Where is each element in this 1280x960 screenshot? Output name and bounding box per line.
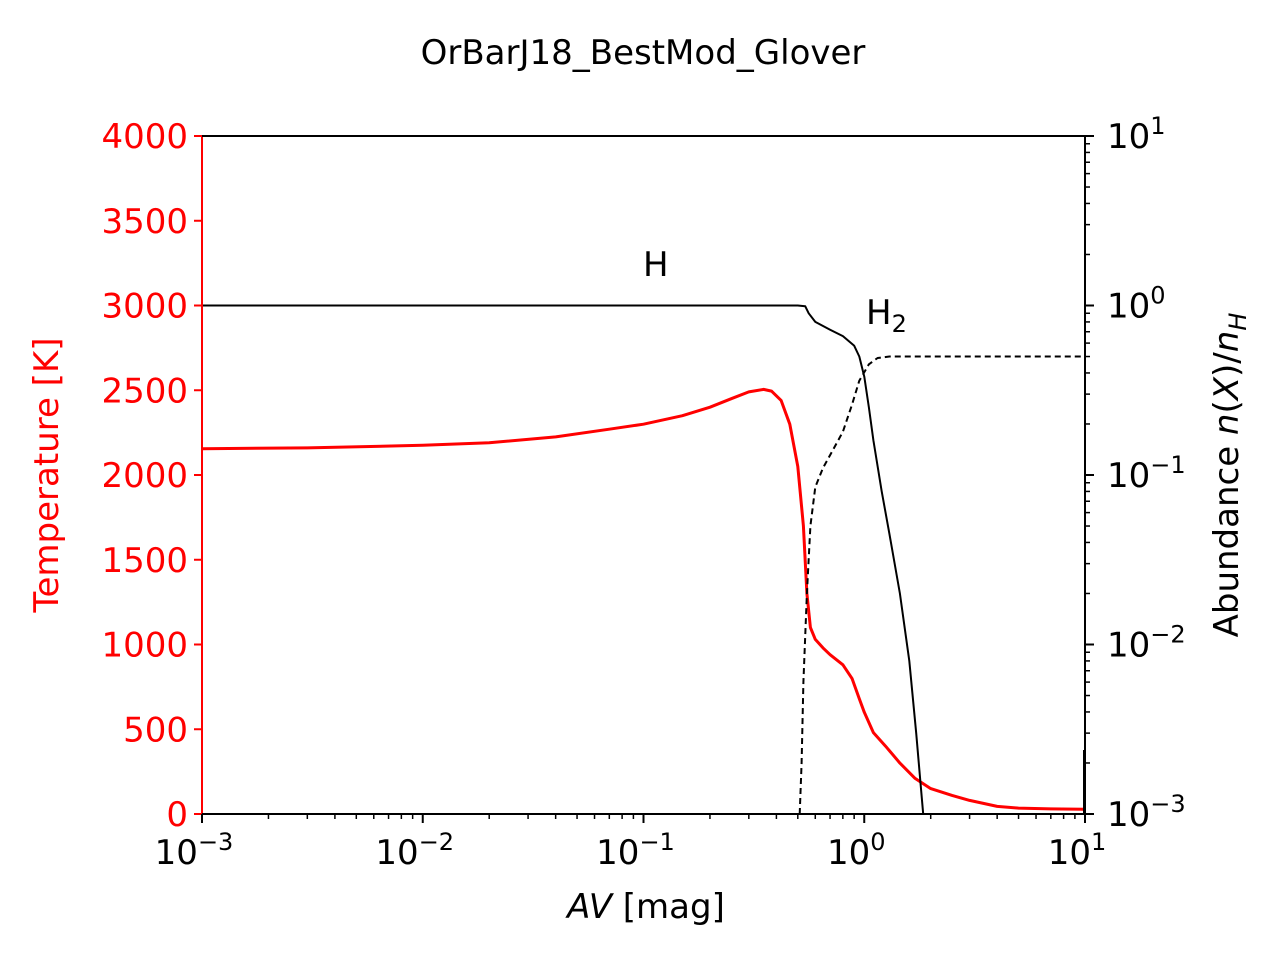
x-tick-label: 10−3 [155,828,234,873]
y-left-tick-label: 1500 [101,541,188,581]
annotation-h: H [643,245,669,285]
y-right-tick-label: 10−3 [1107,790,1186,835]
x-axis-label: AV [mag] [565,887,725,927]
y-right-tick-label: 10−1 [1107,451,1186,496]
y-left-tick-label: 2000 [101,456,188,496]
y-left-tick-label: 1000 [101,626,188,666]
y-left-tick-label: 3000 [101,287,188,327]
x-tick-label: 101 [1048,828,1107,873]
y-right-tick-label: 101 [1107,112,1166,157]
left-ticks: 0 500 1000 1500 2000 2500 3000 3500 4000 [101,117,202,835]
y-left-tick-label: 500 [123,710,188,750]
y-right-tick-label: 10−2 [1107,621,1186,666]
series-layer [202,304,1085,815]
series-line-temperature [202,387,1085,811]
annotation-h2-sub: 2 [892,310,907,338]
y-right-label: Abundance n(X)/nH [1207,313,1252,638]
y-right-tick-label: 100 [1107,282,1166,327]
annotation-h2: H2 [866,293,907,338]
right-ticks: 101 100 10−1 10−2 10−3 [1085,112,1186,835]
y-left-label: Temperature [K] [27,337,67,613]
chart-title: OrBarJ18_BestMod_Glover [421,33,866,73]
x-tick-label: 10−1 [596,828,675,873]
x-tick-label: 100 [827,828,886,873]
x-tick-label: 10−2 [375,828,454,873]
y-left-tick-label: 3500 [101,202,188,242]
y-left-tick-label: 0 [166,795,188,835]
series-line-h2 [798,355,1085,815]
series-line-h [202,304,925,815]
x-ticks: 10−3 10−2 10−1 100 101 [155,814,1107,873]
y-left-tick-label: 2500 [101,371,188,411]
y-left-tick-label: 4000 [101,117,188,157]
